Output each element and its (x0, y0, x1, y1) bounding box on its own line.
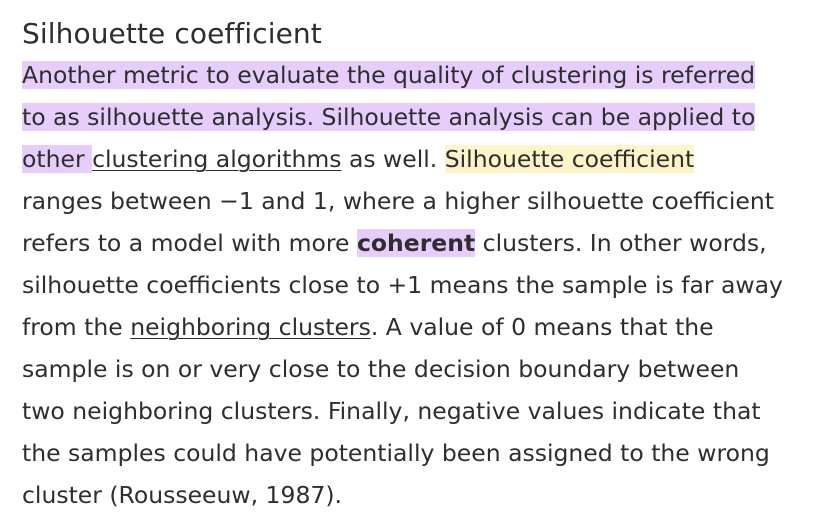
purple-highlight: other (22, 145, 93, 173)
paragraph-line: silhouette coefficients close to +1 mean… (22, 271, 783, 299)
clustering-algorithms-link[interactable]: clustering algorithms (92, 145, 342, 173)
paragraph-line: cluster (Rousseeuw, 1987). (22, 481, 343, 509)
paragraph-text: from the (22, 313, 131, 341)
paragraph-line: to as silhouette analysis. Silhouette an… (22, 96, 812, 138)
purple-highlight: Another metric to evaluate the quality o… (22, 61, 756, 89)
paragraph-line: two neighboring clusters. Finally, negat… (22, 397, 761, 425)
paragraph-text: . A value of 0 means that the (370, 313, 714, 341)
section-title: Silhouette coefficient (22, 17, 322, 50)
body-paragraph: Another metric to evaluate the quality o… (22, 54, 812, 516)
bold-purple-highlight: coherent (356, 229, 476, 257)
paragraph-line: ranges between −1 and 1, where a higher … (22, 187, 774, 215)
purple-highlight: to as silhouette analysis. Silhouette an… (22, 103, 756, 131)
yellow-highlight: Silhouette coefficient (444, 145, 695, 173)
article-section: Silhouette coefficient Another metric to… (22, 14, 812, 516)
paragraph-line: Another metric to evaluate the quality o… (22, 54, 812, 96)
paragraph-line: refers to a model with more coherent clu… (22, 222, 812, 264)
paragraph-line: from the neighboring clusters. A value o… (22, 306, 812, 348)
paragraph-text: as well. (341, 145, 445, 173)
neighboring-clusters-link[interactable]: neighboring clusters (130, 313, 371, 341)
paragraph-line: other clustering algorithms as well. Sil… (22, 138, 812, 180)
paragraph-line: sample is on or very close to the decisi… (22, 355, 740, 383)
paragraph-text: refers to a model with more (22, 229, 357, 257)
paragraph-line: the samples could have potentially been … (22, 439, 770, 467)
paragraph-text: clusters. In other words, (475, 229, 767, 257)
